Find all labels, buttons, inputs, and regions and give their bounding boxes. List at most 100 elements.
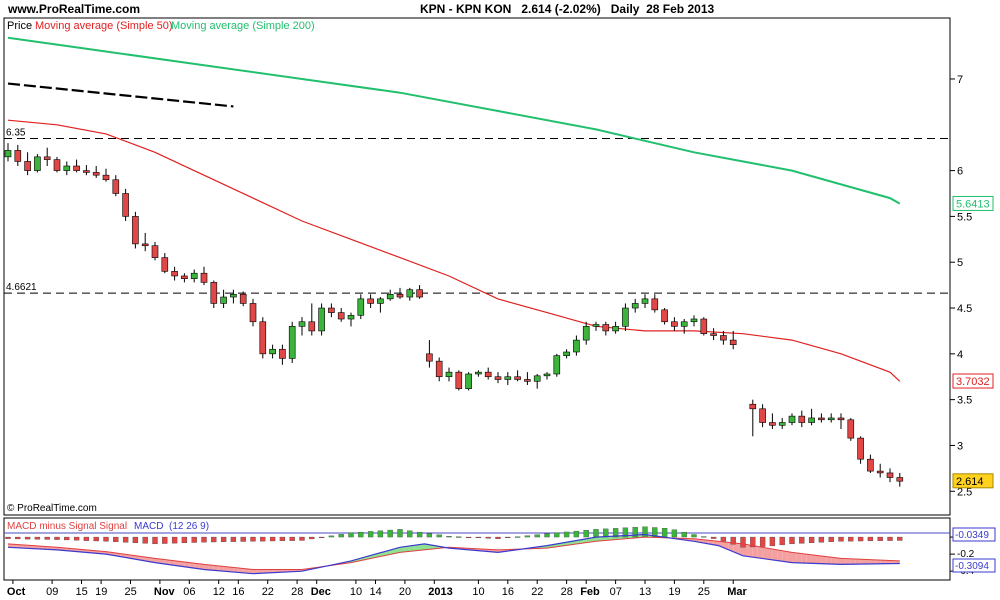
macd-fill-segment (801, 553, 807, 564)
candle (896, 472, 904, 487)
candle-body (876, 470, 884, 474)
candle (396, 287, 404, 299)
macd-bar (338, 534, 344, 538)
site-name[interactable]: www.ProRealTime.com (8, 2, 141, 16)
macd-bar (358, 531, 364, 538)
candle (504, 372, 512, 385)
candle-body (524, 379, 531, 382)
candle-body (308, 321, 316, 332)
macd-fill-segment (787, 551, 792, 563)
macd-bar (514, 536, 521, 538)
candle-body (622, 307, 629, 327)
candlestick-series[interactable] (4, 143, 904, 487)
macd-histogram[interactable] (5, 526, 903, 548)
candle (680, 319, 688, 334)
macd-fill-segment (218, 565, 224, 572)
macd-bar (524, 535, 531, 538)
candle-body (631, 303, 639, 309)
macd-legend: MACD minus Signal Signal MACD (12 26 9) (7, 521, 209, 532)
candle-body (563, 351, 570, 356)
candle-body (798, 415, 806, 423)
macd-fill-segment (409, 545, 415, 552)
badge-macd-box (952, 558, 996, 573)
macd-bar (456, 536, 462, 538)
macd-fill-segment (831, 557, 837, 565)
candle-body (573, 339, 580, 353)
macd-fill-segment (228, 566, 234, 573)
macd-fill-segment (772, 549, 778, 561)
date-tick-label: 20 (399, 586, 411, 598)
candle (141, 232, 149, 252)
candle-body (63, 165, 71, 171)
macd-fill-segment (174, 560, 180, 567)
candle (210, 280, 218, 309)
date-tick-label: Oct (7, 586, 26, 598)
price-tick-label: 5.5 (957, 211, 972, 223)
ma200-line[interactable] (7, 36, 901, 205)
candle-body (122, 193, 129, 217)
candle-body (445, 371, 453, 378)
macd-bar (436, 534, 442, 538)
date-tick-label: 28 (291, 586, 303, 598)
candle (63, 161, 71, 176)
candle (788, 413, 796, 426)
ma50-path (7, 119, 901, 382)
candle (671, 317, 678, 331)
candle (827, 413, 835, 423)
macd-bar (201, 536, 207, 543)
horizontal-lines: 6.35 4.6621 (4, 128, 950, 294)
price-panel[interactable]: 6.35 4.6621 7 6 5.5 5 4.5 4 3.5 3 2.5 5.6413 3.703… (3, 17, 994, 516)
candle (484, 367, 492, 380)
candle-body (484, 371, 492, 378)
candle-body (190, 272, 198, 280)
ma50-line[interactable] (7, 119, 901, 382)
candle-body (73, 165, 80, 171)
badge-signal: -0.0349 (955, 530, 989, 541)
macd-fill-segment (213, 565, 219, 571)
candle-body (602, 324, 610, 332)
price-change: (-2.02%) (554, 2, 601, 16)
candle (230, 289, 237, 304)
macd-panel[interactable]: 0-0.2-0.4 -0.0349-0.3094 MACD minus Sign… (3, 517, 996, 581)
date-tick-label: 14 (370, 586, 382, 598)
candle-body (357, 298, 365, 316)
candle (318, 303, 325, 336)
macd-fill-segment (238, 567, 244, 573)
candle (729, 330, 737, 350)
macd-fill-segment (885, 560, 890, 564)
candle (308, 303, 316, 336)
macd-fill-segment (890, 560, 895, 564)
date-tick-label: 25 (698, 586, 710, 598)
candle (847, 417, 855, 441)
macd-fill-segment (253, 569, 258, 574)
macd-bar (818, 536, 825, 543)
candle (651, 294, 659, 313)
macd-fill-segment (22, 544, 28, 549)
candle (818, 413, 825, 423)
macd-fill-segment (850, 558, 856, 565)
candle (445, 367, 453, 382)
date-tick-label: 10 (350, 586, 362, 598)
candle (220, 289, 227, 309)
candle (367, 294, 374, 309)
macd-fill-segment (164, 559, 170, 565)
macd-fill-segment (733, 542, 739, 554)
date-tick-label: Nov (154, 586, 176, 598)
macd-bar (34, 536, 41, 540)
candle-body (582, 326, 590, 341)
price-tick-label: 3 (957, 440, 963, 452)
macd-bar (554, 532, 560, 538)
candle (749, 399, 757, 437)
candle (524, 372, 531, 385)
macd-bar (769, 536, 776, 547)
macd-bar (54, 536, 60, 540)
macd-fill-segment (841, 558, 846, 565)
macd-bar (632, 527, 638, 538)
macd-bar (838, 536, 844, 542)
candle-body (455, 371, 463, 389)
trend-line[interactable] (7, 82, 234, 108)
candle (475, 370, 482, 377)
macd-lines[interactable] (7, 533, 900, 575)
macd-fill-segment (179, 561, 185, 567)
